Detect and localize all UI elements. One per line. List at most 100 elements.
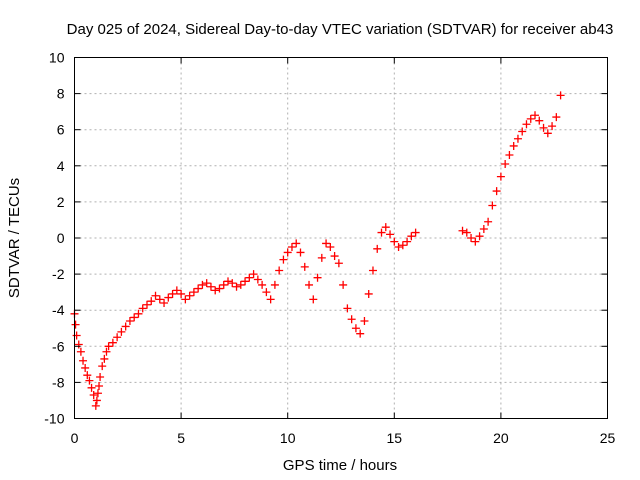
data-point [100, 354, 109, 363]
data-point [334, 259, 343, 268]
data-point [330, 252, 339, 261]
data-point [219, 280, 228, 289]
data-point [87, 383, 96, 392]
data-point [89, 391, 98, 400]
data-point [253, 275, 262, 284]
data-point [198, 280, 207, 289]
data-point [72, 331, 81, 340]
data-point [160, 298, 169, 307]
data-point [181, 295, 190, 304]
data-point [360, 317, 369, 326]
y-tick-label: 4 [57, 158, 65, 174]
data-series [70, 91, 565, 410]
y-axis-ticks: -10 -8 -6 -4 -2 0 2 4 6 8 10 [44, 50, 608, 427]
data-point [322, 239, 331, 248]
data-point [245, 273, 254, 282]
y-tick-label: 2 [57, 194, 65, 210]
y-tick-label: 0 [57, 230, 65, 246]
data-point [501, 159, 510, 168]
data-point [386, 230, 395, 239]
x-axis-label: GPS time / hours [283, 457, 397, 474]
x-tick-label: 25 [600, 430, 616, 446]
data-point [513, 134, 522, 143]
data-point [556, 91, 565, 100]
data-point [292, 239, 301, 248]
data-point [283, 248, 292, 257]
data-point [121, 322, 130, 331]
data-point [83, 371, 92, 380]
data-point [164, 293, 173, 302]
data-point [552, 113, 561, 122]
data-point [266, 295, 275, 304]
data-point [228, 279, 237, 288]
data-point [403, 237, 412, 246]
data-point [71, 320, 80, 329]
data-point [125, 317, 134, 326]
x-axis-ticks: 0 5 10 15 20 25 [71, 57, 616, 446]
chart-title: Day 025 of 2024, Sidereal Day-to-day VTE… [67, 21, 614, 38]
data-point [104, 342, 113, 351]
y-tick-label: 8 [57, 86, 65, 102]
y-tick-label: -8 [52, 374, 65, 390]
y-tick-label: -6 [52, 338, 65, 354]
data-point [270, 280, 279, 289]
data-point [224, 277, 233, 286]
data-point [113, 333, 122, 342]
data-point [377, 228, 386, 237]
data-point [458, 226, 467, 235]
data-point [168, 289, 177, 298]
data-point [526, 114, 535, 123]
data-point [275, 266, 284, 275]
y-tick-label: -2 [52, 266, 65, 282]
data-point [407, 232, 416, 241]
data-point [79, 356, 88, 365]
data-point [76, 347, 85, 356]
data-point [93, 389, 102, 398]
data-point [326, 243, 335, 252]
data-point [241, 277, 250, 286]
data-point [343, 304, 352, 313]
data-point [531, 111, 540, 120]
data-point [172, 286, 181, 295]
data-point [91, 401, 100, 410]
data-point [258, 280, 267, 289]
data-point [475, 232, 484, 241]
data-point [522, 120, 531, 129]
data-point [347, 315, 356, 324]
x-tick-label: 10 [280, 430, 296, 446]
data-point [462, 228, 471, 237]
data-point [467, 234, 476, 242]
data-point [151, 291, 160, 300]
x-tick-label: 5 [177, 430, 185, 446]
data-point [232, 282, 241, 291]
data-point [364, 289, 373, 298]
data-point [492, 187, 501, 196]
x-tick-label: 0 [71, 430, 79, 446]
data-point [356, 329, 365, 338]
data-point [539, 123, 548, 132]
y-tick-label: -10 [44, 411, 64, 427]
data-point [102, 347, 111, 356]
y-axis-label: SDTVAR / TECUs [6, 178, 23, 298]
data-point [505, 150, 514, 159]
data-point [279, 255, 288, 264]
data-point [108, 338, 117, 347]
data-point [488, 201, 497, 210]
data-point [351, 324, 360, 333]
data-point [535, 116, 544, 125]
data-point [215, 284, 224, 293]
data-point [479, 224, 488, 233]
data-point [373, 244, 382, 253]
data-point [189, 288, 198, 297]
data-point [471, 237, 480, 246]
data-point [509, 141, 518, 150]
data-point [202, 279, 211, 288]
data-point [236, 280, 245, 289]
data-point [117, 327, 126, 336]
data-point [394, 243, 403, 252]
data-point [390, 237, 399, 246]
data-point [339, 280, 348, 289]
data-point [147, 297, 156, 306]
data-point [185, 291, 194, 300]
data-point [85, 376, 94, 385]
